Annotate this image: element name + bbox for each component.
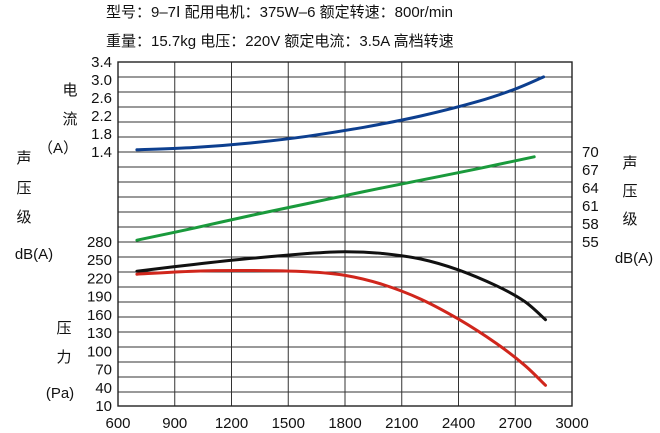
x-tick-label: 1500: [272, 415, 305, 432]
sound-tick-label: 55: [582, 234, 599, 251]
pressure-axis-title: 压: [56, 320, 71, 337]
header-line-1: 型号：9–7Ⅰ 配用电机：375W–6 额定转速：800r/min: [106, 4, 453, 21]
x-axis-ticks: 600 900 1200 1500 1800 2100 2400 2700 3000: [105, 415, 588, 432]
pressure-tick-label: 160: [87, 307, 112, 324]
current-axis-ticks: 1.41.82.22.63.03.4: [91, 54, 112, 161]
current-tick-label: 2.6: [91, 90, 112, 107]
series-line: [135, 155, 536, 242]
x-tick-label: 2400: [442, 415, 475, 432]
sound-tick-label: 64: [582, 180, 599, 197]
x-tick-label: 2100: [385, 415, 418, 432]
sound-axis-title-right: 级: [622, 211, 637, 228]
sound-axis-title-left: 声: [16, 149, 31, 167]
pressure-axis-title: (Pa): [46, 385, 74, 402]
current-tick-label: 3.4: [91, 54, 112, 71]
pressure-tick-label: 40: [95, 380, 112, 397]
sound-tick-label: 70: [582, 144, 599, 161]
pressure-tick-label: 190: [87, 289, 112, 306]
current-tick-label: 1.8: [91, 126, 112, 143]
x-tick-label: 2700: [499, 415, 532, 432]
pressure-tick-label: 130: [87, 325, 112, 342]
sound-axis-title-right: 声: [622, 154, 637, 172]
sound-axis-title-left: 压: [16, 180, 31, 197]
pressure-tick-label: 100: [87, 343, 112, 360]
current-tick-label: 1.4: [91, 144, 112, 161]
sound-axis-title-right: 压: [622, 183, 637, 200]
current-axis-title: 流: [62, 111, 77, 128]
sound-axis-title-left: dB(A): [15, 246, 53, 263]
pressure-axis-title: 力: [56, 349, 71, 366]
sound-axis-title-left: 级: [16, 209, 31, 226]
header-line-2: 重量：15.7kg 电压：220V 额定电流：3.5A 高档转速: [106, 33, 454, 50]
sound-tick-label: 58: [582, 216, 599, 233]
sound-tick-label: 61: [582, 198, 599, 215]
x-tick-label: 1800: [328, 415, 361, 432]
sound-axis-title-right: dB(A): [615, 250, 653, 267]
x-tick-label: 900: [162, 415, 187, 432]
series-lines: [135, 75, 547, 387]
pressure-tick-label: 250: [87, 252, 112, 269]
pressure-tick-label: 10: [95, 398, 112, 415]
pressure-tick-label: 70: [95, 362, 112, 379]
pressure-tick-label: 220: [87, 270, 112, 287]
plot-frame: [117, 61, 573, 407]
current-axis-title: （A）: [38, 140, 78, 157]
series-line: [135, 250, 547, 322]
current-tick-label: 3.0: [91, 72, 112, 89]
x-tick-label: 600: [105, 415, 130, 432]
series-line: [135, 268, 547, 387]
series-line: [135, 75, 546, 152]
current-axis-title: 电: [62, 82, 77, 99]
x-tick-label: 3000: [555, 415, 588, 432]
sound-tick-label: 67: [582, 162, 599, 179]
current-tick-label: 2.2: [91, 108, 112, 125]
pressure-tick-label: 280: [87, 234, 112, 251]
grid: [117, 62, 573, 406]
x-tick-label: 1200: [215, 415, 248, 432]
